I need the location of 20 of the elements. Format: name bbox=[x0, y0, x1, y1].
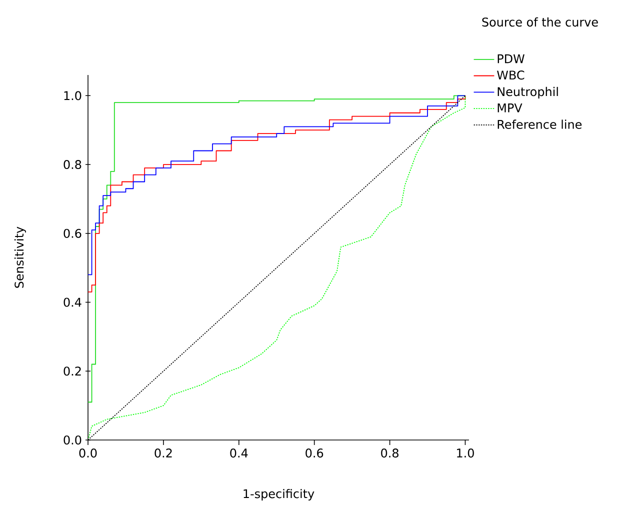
x-tick-label: 1.0 bbox=[457, 448, 474, 458]
legend-label: Reference line bbox=[498, 120, 582, 129]
x-tick-label: 0.2 bbox=[154, 448, 172, 458]
x-tick-label: 0.0 bbox=[79, 448, 97, 458]
legend-label: Neutrophil bbox=[498, 86, 558, 98]
y-tick-label: 0.6 bbox=[64, 228, 82, 238]
x-tick-label: 0.4 bbox=[230, 448, 248, 458]
legend-label: WBC bbox=[497, 70, 524, 80]
legend-label: MPV bbox=[498, 103, 522, 112]
y-tick-label: 0.4 bbox=[64, 298, 82, 307]
y-tick-label: 1.0 bbox=[64, 91, 82, 100]
y-tick-label: 0.2 bbox=[64, 366, 81, 376]
x-axis-title: 1-specificity bbox=[244, 488, 314, 501]
y-tick-label: 0.8 bbox=[64, 160, 82, 170]
legend-label: PDW bbox=[498, 54, 524, 64]
x-tick-label: 0.8 bbox=[381, 448, 398, 458]
legend-title: Source of the curve bbox=[482, 17, 598, 27]
y-tick-label: 0.0 bbox=[64, 435, 82, 445]
x-tick-label: 0.6 bbox=[306, 448, 324, 458]
y-axis-title: Sensitivity bbox=[14, 226, 26, 288]
